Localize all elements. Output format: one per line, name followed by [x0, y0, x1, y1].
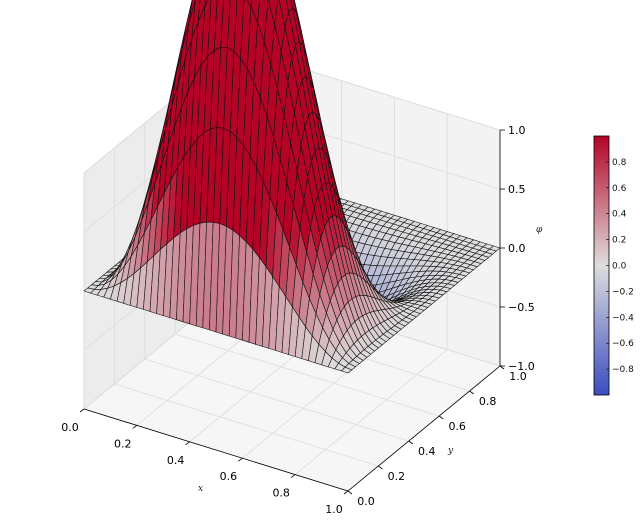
y-tick: [378, 465, 383, 470]
grid-line: [144, 358, 409, 442]
x-axis-label: x: [198, 484, 203, 494]
colorbar-tick-label: −0.4: [612, 313, 634, 323]
y-axis-label: y: [447, 446, 454, 456]
z-tick-label: 1.0: [508, 124, 526, 137]
y-tick-label: 0.8: [479, 395, 497, 408]
z-tick-label: 0.5: [508, 183, 526, 196]
x-tick-label: 1.0: [325, 503, 343, 516]
y-axis-line: [347, 365, 501, 492]
y-tick: [438, 415, 444, 420]
z-tick-label: −0.5: [508, 301, 535, 314]
z-tick-label: 0.0: [508, 242, 526, 255]
y-tick: [499, 365, 505, 370]
y-tick-label: 1.0: [509, 370, 527, 383]
y-tick-label: 0.4: [418, 445, 436, 458]
x-tick: [79, 408, 85, 413]
colorbar-tick-label: 0.8: [612, 158, 627, 168]
colorbar-tick-label: 0.2: [612, 236, 626, 246]
y-tick-label: 0.2: [388, 470, 406, 483]
colorbar-tick-label: −0.2: [612, 287, 634, 297]
colorbar-tick-label: 0.6: [612, 184, 627, 194]
x-tick: [343, 490, 349, 495]
y-tick: [408, 440, 414, 445]
y-tick-label: 0.0: [357, 495, 375, 508]
axis-ticks: 0.00.20.40.60.81.00.00.20.40.60.81.0−1.0…: [61, 124, 534, 516]
surface-cell: [340, 366, 353, 374]
grid-line: [175, 333, 440, 417]
colorbar-tick-label: −0.8: [612, 365, 634, 375]
colorbar-tick-label: 0.4: [612, 210, 627, 220]
x-tick-label: 0.8: [272, 487, 290, 500]
y-tick: [469, 390, 474, 395]
x-tick-label: 0.0: [61, 421, 79, 434]
x-tick-label: 0.2: [114, 437, 132, 450]
colorbar-tick-label: 0.0: [612, 262, 627, 272]
grid-line: [114, 383, 379, 467]
x-tick: [132, 425, 138, 429]
x-tick: [185, 441, 190, 446]
grid-line: [294, 349, 448, 475]
surface-mesh: [83, 0, 501, 374]
x-tick-label: 0.4: [167, 454, 185, 467]
x-tick: [290, 474, 296, 478]
z-axis-label: φ: [536, 225, 543, 235]
colorbar: 0.8 0.6 0.4 0.2 0.0 −0.2 −0.4 −0.6 −0.8: [593, 135, 634, 396]
x-axis-line: [83, 408, 349, 492]
x-tick-label: 0.6: [220, 470, 238, 483]
y-tick: [347, 490, 353, 495]
colorbar-tick-label: −0.6: [612, 339, 634, 349]
x-tick: [238, 457, 243, 462]
z-tick-label: −1.0: [508, 360, 535, 373]
y-tick-label: 0.6: [448, 420, 466, 433]
